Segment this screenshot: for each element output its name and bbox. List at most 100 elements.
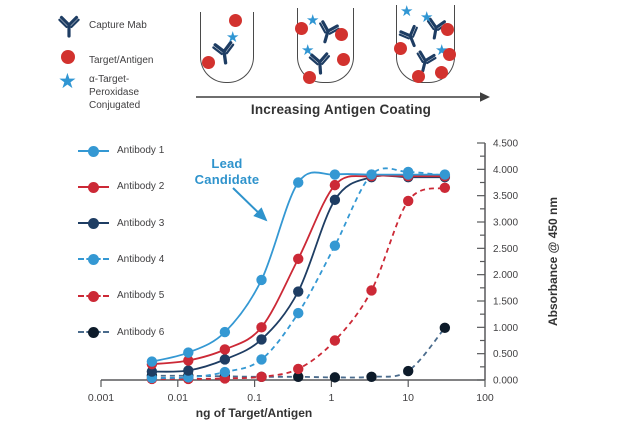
curve-antibody-3 <box>151 174 445 373</box>
marker-antibody-4 <box>329 240 341 251</box>
legend-item-antibody-3: Antibody 3 <box>78 215 164 231</box>
target-antigen-icon <box>337 53 350 66</box>
y-axis-tick-label: 0.500 <box>493 349 518 360</box>
marker-antibody-5 <box>403 195 414 207</box>
marker-antibody-1 <box>403 169 414 180</box>
legend-line-swatch <box>78 327 109 338</box>
y-axis-tick-label: 3.000 <box>493 218 518 229</box>
x-axis-title: ng of Target/Antigen <box>196 406 312 420</box>
marker-antibody-3 <box>219 354 231 365</box>
marker-antibody-2 <box>256 322 267 333</box>
assay-well <box>297 8 354 83</box>
marker-antibody-1 <box>219 326 231 338</box>
legend-label: Antibody 3 <box>117 217 165 229</box>
target-antigen-icon <box>61 50 75 64</box>
y-axis-tick-label: 0.000 <box>493 376 518 387</box>
legend-item-antibody-4: Antibody 4 <box>78 251 164 267</box>
legend-label: Antibody 5 <box>117 290 165 302</box>
marker-antibody-4 <box>293 307 304 319</box>
y-axis-tick-label: 1.500 <box>493 297 518 308</box>
increasing-arrow <box>196 92 490 102</box>
diagram-legend-label: Target/Antigen <box>89 55 154 66</box>
marker-antibody-1 <box>439 169 451 180</box>
diagram-legend-label: α-Target- Peroxidase Conjugated <box>89 74 141 111</box>
marker-antibody-3 <box>329 194 341 206</box>
legend-line-swatch <box>78 181 109 193</box>
legend-marker-icon <box>88 218 99 230</box>
legend-label: Antibody 4 <box>117 253 165 265</box>
conjugate-star-icon: ★ <box>400 3 414 20</box>
arrow-head-icon <box>480 92 490 102</box>
legend-marker-icon <box>88 181 99 193</box>
marker-antibody-2 <box>219 344 231 355</box>
y-axis-tick-label: 1.000 <box>493 323 518 334</box>
legend-item-antibody-2: Antibody 2 <box>78 179 164 195</box>
y-axis-tick-label: 2.500 <box>493 244 518 255</box>
legend-label: Antibody 2 <box>117 181 165 193</box>
legend-marker-icon <box>88 290 99 302</box>
marker-antibody-2 <box>293 253 304 265</box>
legend-item-antibody-6: Antibody 6 <box>78 324 164 340</box>
legend-line-swatch <box>78 218 109 230</box>
target-antigen-icon <box>443 48 456 61</box>
target-antigen-icon <box>335 28 348 41</box>
marker-antibody-5 <box>256 371 267 383</box>
curve-antibody-2 <box>151 174 445 366</box>
diagram-legend-label: Capture Mab <box>89 20 147 31</box>
marker-antibody-5 <box>329 335 341 346</box>
legend-label: Antibody 6 <box>117 326 165 338</box>
marker-antibody-2 <box>329 179 341 191</box>
curve-antibody-1 <box>151 171 445 363</box>
marker-antibody-1 <box>183 347 194 358</box>
target-antigen-icon <box>229 14 242 27</box>
conjugate-star-icon: ★ <box>306 12 320 29</box>
y-axis-tick-label: 4.500 <box>493 139 518 150</box>
x-axis-tick-label: 0.001 <box>88 392 114 404</box>
capture-mab-icon <box>212 41 235 65</box>
annotation-line: Candidate <box>194 171 260 187</box>
diagram-legend-item: ★ α-Target- Peroxidase Conjugated <box>57 71 140 112</box>
annotation-line: Lead <box>211 156 243 171</box>
marker-antibody-6 <box>366 371 377 383</box>
curve-antibody-4 <box>151 167 445 379</box>
marker-antibody-6 <box>439 322 451 334</box>
marker-antibody-5 <box>366 285 377 296</box>
legend-marker-icon <box>88 327 99 338</box>
capture-mab-icon <box>319 20 340 44</box>
marker-antibody-5 <box>439 182 451 193</box>
marker-antibody-3 <box>256 334 267 345</box>
diagram-legend-item: Target/Antigen <box>57 49 154 67</box>
conjugate-star-icon: ★ <box>226 29 240 46</box>
marker-antibody-6 <box>329 372 341 383</box>
legend-label: Antibody 1 <box>117 145 165 156</box>
capture-mab-icon <box>58 15 80 38</box>
legend-line-swatch <box>78 290 109 302</box>
target-antigen-icon <box>303 71 316 84</box>
marker-antibody-1 <box>146 356 158 367</box>
lead-candidate-arrow <box>232 187 268 222</box>
target-antigen-icon <box>202 56 215 69</box>
y-axis-tick-label: 3.500 <box>493 191 518 202</box>
x-axis-tick-label: 100 <box>476 392 494 404</box>
capture-mab-icon <box>308 52 331 75</box>
capture-mab-icon <box>398 24 418 48</box>
marker-antibody-1 <box>366 169 377 180</box>
target-antigen-icon <box>295 22 308 35</box>
target-antigen-icon <box>394 42 407 55</box>
diagram-legend-item: Capture Mab <box>57 14 147 43</box>
conjugate-star-icon: ★ <box>58 70 77 93</box>
y-axis-tick-label: 2.000 <box>493 270 518 281</box>
x-axis-tick-label: 0.01 <box>168 392 189 404</box>
capture-mab-icon <box>416 50 437 73</box>
legend-line-swatch <box>78 145 109 157</box>
marker-antibody-3 <box>146 366 158 377</box>
marker-antibody-3 <box>183 365 194 376</box>
x-axis-tick-label: 0.1 <box>247 392 262 404</box>
marker-antibody-1 <box>256 274 267 286</box>
target-antigen-icon <box>412 70 425 83</box>
marker-antibody-3 <box>293 286 304 297</box>
marker-antibody-1 <box>329 169 341 180</box>
y-axis-title: Absorbance @ 450 nm <box>546 197 560 326</box>
arrow-label: Increasing Antigen Coating <box>250 102 432 117</box>
